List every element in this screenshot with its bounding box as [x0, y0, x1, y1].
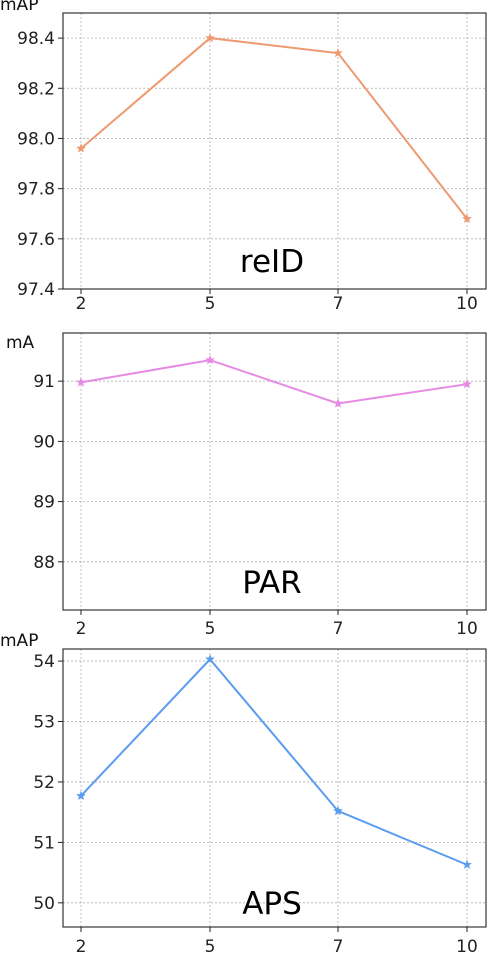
- aps-point-2: [75, 790, 87, 801]
- reid-point-7: [332, 47, 344, 58]
- reid-ytick-label: 97.6: [17, 230, 55, 250]
- aps-ytick-label: 51: [33, 833, 55, 853]
- par-xtick-label: 10: [456, 619, 478, 639]
- reid-plot-frame: [62, 12, 487, 290]
- par-point-2: [75, 377, 87, 387]
- par-ytick-label: 89: [33, 493, 55, 513]
- aps-ytick-label: 50: [33, 894, 55, 914]
- par-xtick-label: 2: [76, 619, 87, 639]
- aps-point-5: [204, 653, 216, 664]
- reid-annotation: reID: [240, 244, 304, 280]
- reid-ytick-label: 97.4: [17, 280, 55, 300]
- reid-ytick-label: 98.0: [17, 129, 55, 149]
- aps-plot-frame: [62, 648, 487, 928]
- aps-point-10: [461, 859, 473, 870]
- aps-xtick-label: 7: [333, 937, 344, 957]
- aps-xtick-label: 5: [205, 937, 216, 957]
- aps-xtick-label: 2: [76, 937, 87, 957]
- par-series-line: [80, 359, 468, 405]
- reid-point-2: [75, 143, 87, 153]
- par-ytick-label: 88: [33, 553, 55, 573]
- par-xtick-label: 5: [205, 619, 216, 639]
- aps-ytick-label: 53: [33, 713, 55, 733]
- reid-xtick-label: 5: [205, 294, 216, 314]
- aps-point-7: [332, 805, 344, 816]
- reid-point-5: [204, 32, 216, 43]
- aps-xtick-label: 10: [456, 937, 478, 957]
- aps-series-line: [80, 657, 468, 866]
- aps-ytick-label: 52: [33, 773, 55, 793]
- aps-y-axis-label: mAP: [0, 631, 38, 651]
- aps-annotation: APS: [242, 886, 302, 922]
- par-plot-frame: [62, 332, 487, 611]
- par-y-axis-label: mA: [6, 333, 35, 353]
- reid-xtick-label: 2: [76, 294, 87, 314]
- reid-series-line: [80, 37, 468, 220]
- reid-xtick-label: 10: [456, 294, 478, 314]
- reid-y-axis-label: mAP: [0, 0, 38, 15]
- par-ytick-label: 91: [33, 372, 55, 392]
- reid-ytick-label: 98.2: [17, 79, 55, 99]
- par-xtick-label: 7: [333, 619, 344, 639]
- par-point-5: [204, 354, 216, 365]
- par-point-7: [332, 398, 344, 408]
- par-annotation: PAR: [242, 565, 301, 601]
- aps-ytick-label: 54: [33, 652, 55, 672]
- reid-ytick-label: 97.8: [17, 180, 55, 200]
- reid-xtick-label: 7: [333, 294, 344, 314]
- reid-ytick-label: 98.4: [17, 29, 55, 49]
- par-point-10: [461, 378, 473, 389]
- reid-point-10: [461, 213, 473, 224]
- par-ytick-label: 90: [33, 432, 55, 452]
